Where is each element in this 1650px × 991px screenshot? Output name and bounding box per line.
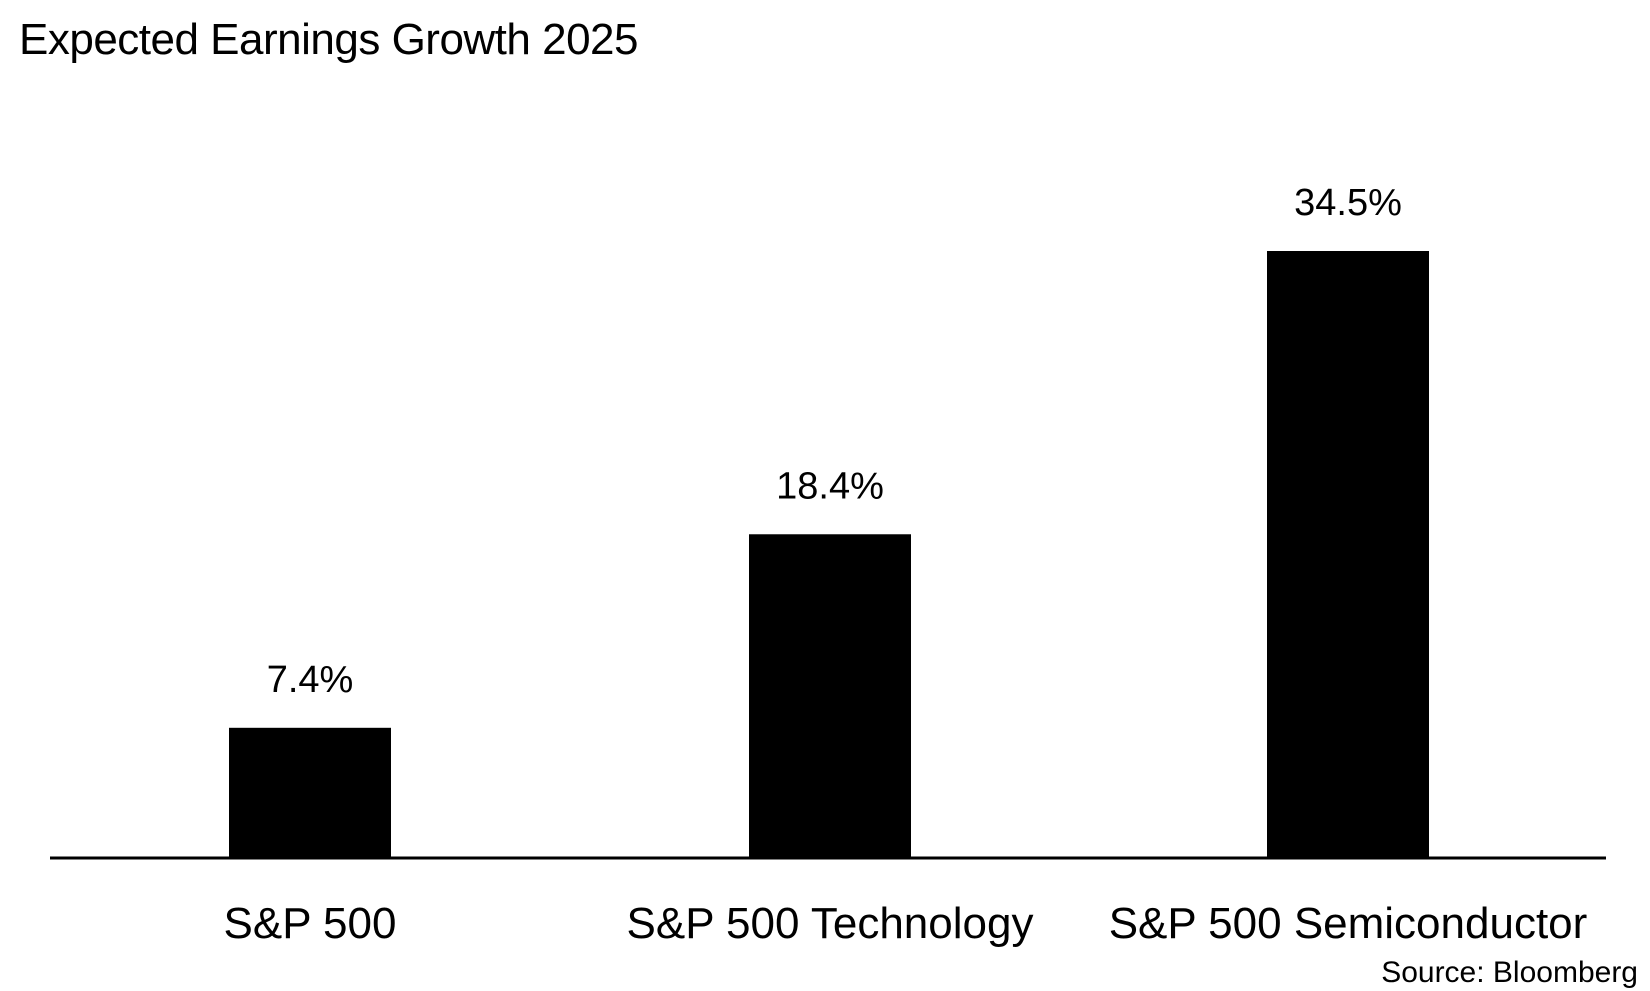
bar-value-label: 34.5% — [1294, 182, 1402, 224]
bar — [749, 534, 911, 858]
bar-chart: 7.4% 18.4% 34.5% S&P 500 S&P 500 Technology… — [0, 0, 1650, 991]
x-tick-label: S&P 500 Technology — [627, 899, 1034, 948]
bars-layer — [229, 251, 1429, 858]
x-tick-label: S&P 500 — [224, 899, 397, 948]
bar-value-label: 7.4% — [267, 659, 354, 701]
bar — [1267, 251, 1429, 858]
source-note: Source: Bloomberg — [1381, 956, 1638, 990]
x-tick-label: S&P 500 Semiconductor — [1109, 899, 1588, 948]
bar-value-label: 18.4% — [776, 465, 884, 507]
bar — [229, 728, 391, 858]
tick-labels-layer: S&P 500 S&P 500 Technology S&P 500 Semicon… — [224, 899, 1588, 948]
